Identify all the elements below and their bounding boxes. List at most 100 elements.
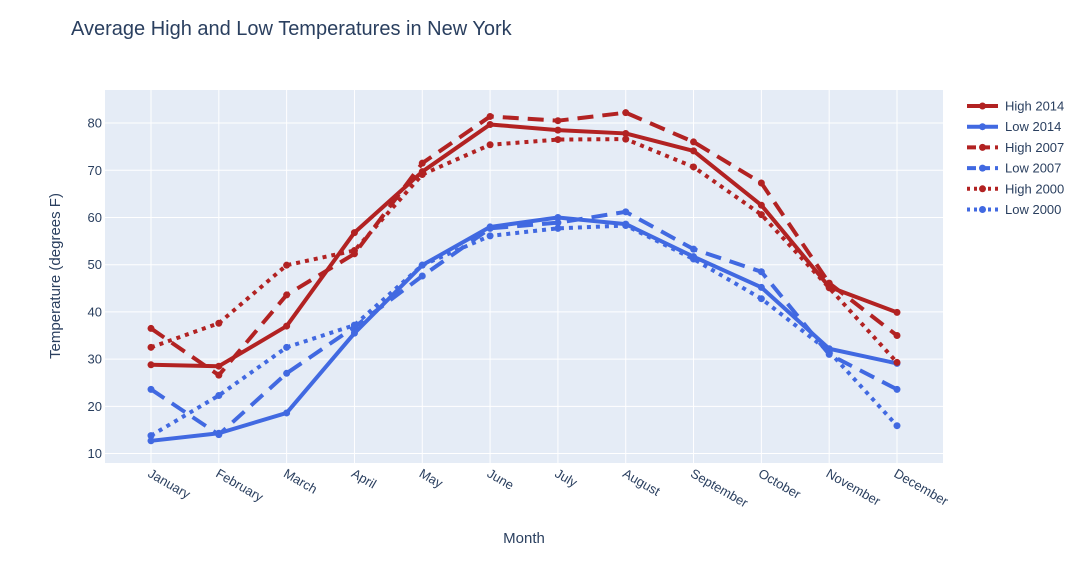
y-axis-tick-labels: 10 20 30 40 50 60 70 80 [88,116,102,462]
data-point [418,171,426,179]
series-line [150,215,898,443]
legend-label: Low 2014 [1005,119,1061,134]
legend-marker [979,143,986,151]
data-point [215,431,223,439]
data-point [893,422,901,430]
data-point [622,135,630,143]
data-point [283,291,291,299]
x-axis-title: Month [503,530,545,547]
y-tick-label: 20 [88,399,102,414]
legend-item[interactable]: Low 2007 [967,161,1061,176]
data-point [554,224,562,232]
legend-label: Low 2000 [1005,202,1061,217]
data-point [283,409,291,417]
data-point [486,224,494,232]
data-point [757,179,765,187]
data-point [147,385,155,393]
legend-label: High 2000 [1005,181,1064,196]
data-point [215,362,223,370]
data-point [554,219,562,227]
legend-marker [979,123,986,131]
y-tick-label: 40 [88,304,102,319]
legend-marker [979,185,986,193]
data-point [283,369,291,377]
legend-label: High 2014 [1005,99,1064,114]
data-point [486,141,494,149]
data-point [690,163,698,171]
data-point [893,332,901,340]
y-tick-label: 10 [88,446,102,461]
data-point [350,247,358,255]
data-point [215,371,223,379]
plot-area [105,90,943,463]
series-high-2014 [147,120,901,370]
data-point [283,322,291,330]
data-point [893,385,901,393]
legend-marker [979,164,986,172]
legend-label: Low 2007 [1005,161,1061,176]
data-point [486,232,494,240]
data-point [622,222,630,230]
series-layer [147,109,901,445]
data-point [757,295,765,303]
data-point [215,319,223,327]
data-point [893,358,901,366]
data-point [554,213,562,221]
legend-item[interactable]: Low 2000 [967,202,1061,217]
data-point [283,343,291,351]
data-point [622,129,630,137]
data-point [554,117,562,125]
series-line [149,223,899,438]
legend-item[interactable]: High 2000 [967,181,1064,196]
data-point [486,112,494,120]
data-point [757,283,765,291]
data-point [283,261,291,269]
data-point [147,432,155,440]
y-tick-label: 60 [88,210,102,225]
data-point [418,159,426,167]
data-point [215,391,223,399]
legend-marker [979,206,986,213]
y-tick-label: 80 [88,116,102,131]
series-low-2000 [147,222,901,440]
data-point [690,255,698,263]
data-point [554,126,562,134]
series-line [150,122,898,369]
data-point [757,211,765,219]
chart-title: Average High and Low Temperatures in New… [71,18,513,40]
legend[interactable]: High 2014 Low 2014 High 2007 Low 2007 High 2… [967,99,1064,218]
data-point [825,348,833,356]
data-point [893,308,901,316]
series-high-2000 [147,135,901,366]
data-point [690,245,698,253]
data-point [825,284,833,292]
y-axis-title: Temperature (degrees F) [47,193,64,359]
data-point [350,329,358,337]
data-point [690,147,698,155]
data-point [757,268,765,276]
data-point [147,361,155,369]
data-point [147,437,155,445]
data-point [350,229,358,237]
legend-item[interactable]: Low 2014 [967,119,1061,134]
data-point [622,208,630,216]
legend-item[interactable]: High 2007 [967,140,1064,155]
data-point [690,138,698,146]
data-point [418,261,426,269]
y-tick-label: 70 [88,163,102,178]
legend-marker [979,102,986,110]
data-point [147,343,155,351]
y-tick-label: 50 [88,257,102,272]
series-line [150,137,899,364]
data-point [554,136,562,144]
y-tick-label: 30 [88,352,102,367]
data-point [147,324,155,332]
series-line [149,209,898,437]
legend-item[interactable]: High 2014 [967,99,1064,114]
data-point [622,109,630,117]
data-point [350,321,358,329]
data-point [757,201,765,209]
legend-label: High 2007 [1005,140,1064,155]
data-point [486,120,494,128]
